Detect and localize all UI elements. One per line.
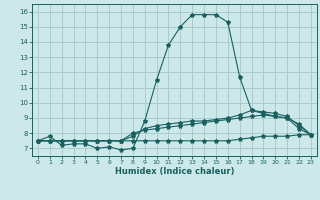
X-axis label: Humidex (Indice chaleur): Humidex (Indice chaleur)	[115, 167, 234, 176]
